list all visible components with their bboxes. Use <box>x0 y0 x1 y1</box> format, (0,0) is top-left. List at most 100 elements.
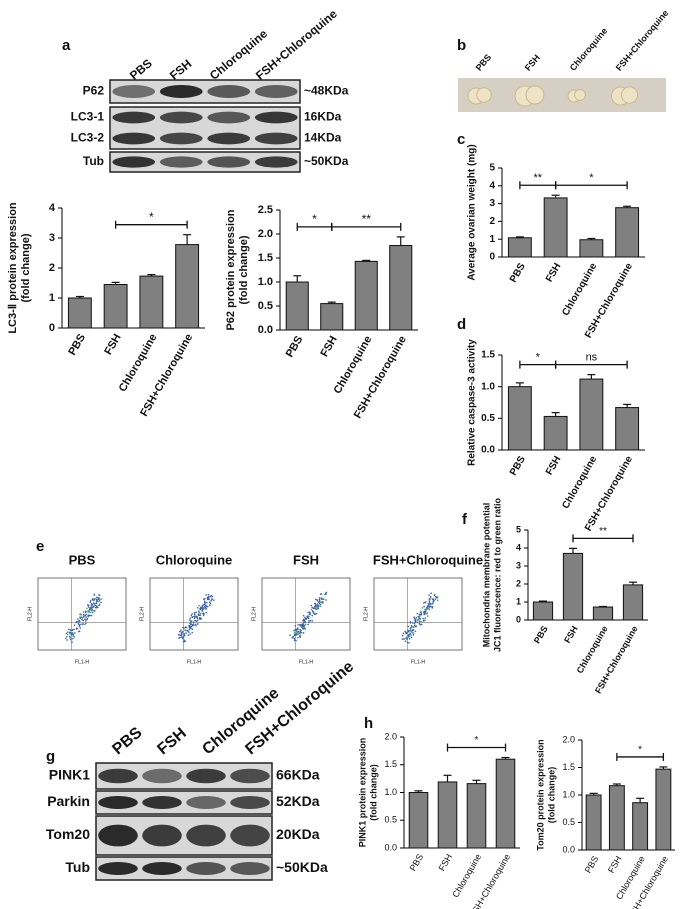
x-tick-label: FSH <box>544 454 564 477</box>
flow-plot <box>37 577 127 651</box>
blot-marker: ~48KDa <box>304 84 349 98</box>
flow-event <box>292 635 294 638</box>
flow-event <box>79 627 82 629</box>
flow-event <box>308 613 310 616</box>
flow-event <box>325 592 327 595</box>
flow-event <box>197 613 200 616</box>
flow-event <box>205 611 208 614</box>
flow-event <box>413 622 416 625</box>
flow-event <box>195 620 198 622</box>
flow-event <box>294 625 297 627</box>
x-tick-label: FSH <box>606 854 624 875</box>
flow-event <box>195 611 197 614</box>
flow-event <box>77 618 79 620</box>
flow-event <box>82 619 85 622</box>
flow-event <box>178 637 180 639</box>
x-tick-label: PBS <box>583 854 601 875</box>
flow-event <box>180 629 182 631</box>
lane-label: FSH+Chloroquine <box>253 6 340 82</box>
flow-event <box>201 610 204 612</box>
flow-event <box>187 634 190 637</box>
y-tick-label: 2.0 <box>562 734 575 744</box>
flow-event <box>409 628 412 631</box>
flow-event <box>87 614 90 616</box>
flow-event <box>427 602 430 605</box>
blot-marker: ~50KDa <box>304 154 349 168</box>
blot-strip <box>109 151 301 173</box>
flow-event <box>296 630 299 633</box>
flow-event <box>100 601 102 604</box>
flow-event <box>404 630 406 633</box>
flow-event <box>84 614 87 617</box>
ovary <box>476 87 492 103</box>
blot-band <box>254 156 298 168</box>
flow-event <box>419 615 421 617</box>
flow-event <box>313 606 316 608</box>
flow-event <box>188 628 191 631</box>
flow-event <box>416 619 419 622</box>
flow-plot <box>149 577 239 651</box>
lane-label: FSH+Chloroquine <box>614 8 671 73</box>
flow-event <box>73 624 76 626</box>
bar <box>389 245 413 331</box>
significance-label: ** <box>599 526 607 537</box>
flow-event <box>189 633 191 635</box>
flow-event <box>304 623 307 626</box>
blot-band <box>207 111 251 124</box>
panel-label: h <box>364 715 373 732</box>
x-tick-label: FSH <box>437 852 455 873</box>
flow-event <box>321 598 324 600</box>
flow-event <box>321 601 324 604</box>
flow-event <box>203 613 205 615</box>
flow-event <box>421 607 424 609</box>
flow-title: PBS <box>69 552 96 567</box>
flow-event <box>90 604 93 607</box>
flow-event <box>422 617 424 620</box>
flow-event <box>430 592 432 594</box>
flow-event <box>318 602 321 605</box>
y-tick-label: 5 <box>489 163 495 174</box>
flow-event <box>93 610 96 612</box>
flow-plot <box>373 577 463 651</box>
flow-x-label: FL1-H <box>187 659 201 665</box>
bar <box>543 415 568 451</box>
flow-event <box>89 599 92 602</box>
flow-event <box>317 605 320 607</box>
blot-band <box>98 862 138 875</box>
flow-event <box>85 613 87 616</box>
x-tick-label: PBS <box>284 334 306 360</box>
flow-event <box>302 628 304 630</box>
flow-event <box>211 595 214 598</box>
bar <box>543 197 568 258</box>
flow-event <box>69 637 72 639</box>
blot-row-label: Tub <box>83 154 104 168</box>
y-tick-label: 1.0 <box>384 787 397 797</box>
flow-event <box>318 598 321 601</box>
flow-event <box>322 598 325 600</box>
flow-event <box>93 594 96 597</box>
panel-label: d <box>457 316 466 333</box>
bar <box>608 785 625 851</box>
flow-event <box>82 616 85 618</box>
flow-event <box>207 597 209 600</box>
flow-event <box>299 634 301 636</box>
bar <box>495 758 516 849</box>
flow-event <box>299 623 301 626</box>
flow-event <box>191 628 194 630</box>
flow-event <box>85 620 87 622</box>
flow-event <box>419 618 422 620</box>
blot-band <box>230 768 270 784</box>
flow-event <box>306 616 309 619</box>
blot-band <box>98 824 138 847</box>
flow-x-label: FL1-H <box>75 659 89 665</box>
flow-event <box>199 616 201 619</box>
flow-event <box>415 616 418 619</box>
y-axis-label: (fold change) <box>546 767 556 824</box>
y-tick-label: 0.0 <box>562 844 575 854</box>
blot-band <box>207 85 251 98</box>
flow-event <box>201 604 204 607</box>
blot-band <box>112 111 156 124</box>
flow-event <box>319 605 322 607</box>
flow-event <box>199 618 201 620</box>
flow-event <box>291 636 293 639</box>
